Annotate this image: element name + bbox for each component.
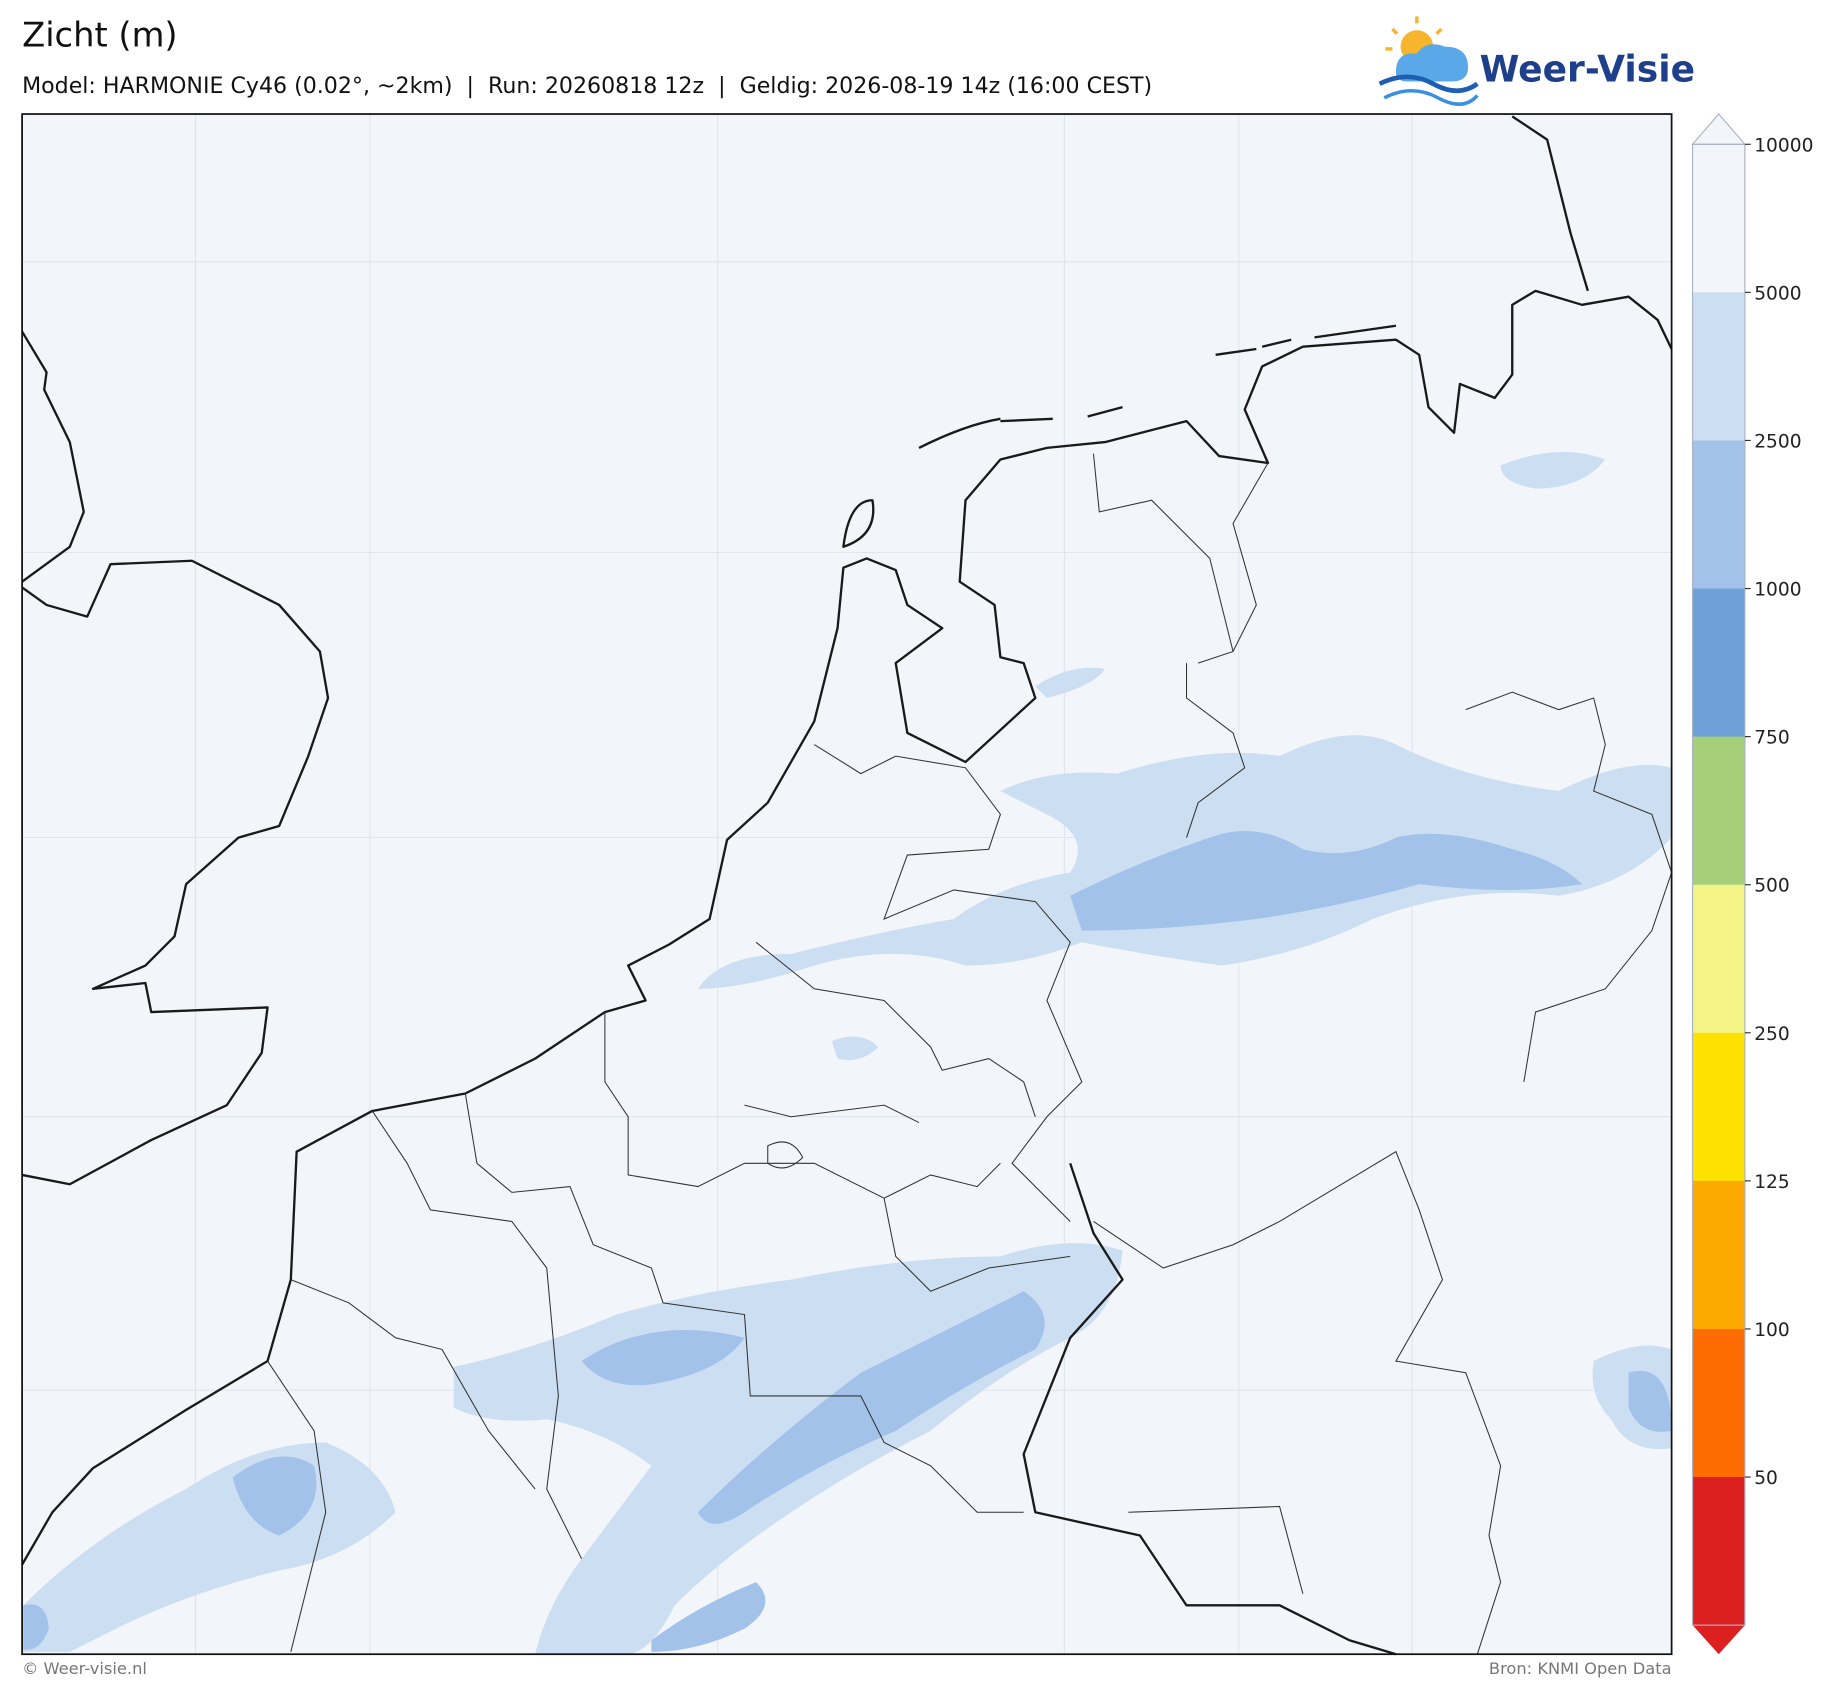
colorbar-tick-label: 250: [1754, 1024, 1790, 1045]
colorbar-segment: [1692, 1328, 1745, 1478]
colorbar-tick-label: 500: [1754, 876, 1790, 897]
footer-left: © Weer-visie.nl: [22, 1659, 147, 1678]
colorbar-segment: [1692, 1477, 1745, 1626]
colorbar-segment: [1692, 588, 1745, 738]
logo: Weer-Visie: [1378, 16, 1695, 106]
colorbar-tick-label: 5000: [1754, 283, 1801, 304]
colorbar-segment: [1692, 440, 1745, 590]
logo-text: Weer-Visie: [1480, 48, 1695, 90]
map: [21, 113, 1673, 1656]
colorbar-segment: [1692, 1032, 1745, 1182]
colorbar-segment: [1692, 144, 1745, 293]
colorbar-tick-label: 750: [1754, 728, 1790, 749]
footer-right: Bron: KNMI Open Data: [1489, 1659, 1672, 1678]
colorbar-segment: [1692, 1180, 1745, 1330]
colorbar-tick-label: 1000: [1754, 580, 1801, 601]
colorbar-tick-label: 125: [1754, 1172, 1790, 1193]
colorbar-segment: [1692, 292, 1745, 442]
colorbar-tick-label: 50: [1754, 1468, 1778, 1489]
colorbar-tick-label: 100: [1754, 1320, 1790, 1341]
subtitle: Model: HARMONIE Cy46 (0.02°, ~2km) | Run…: [22, 73, 1152, 99]
colorbar-tick-label: 2500: [1754, 431, 1801, 452]
colorbar: 10000 5000 2500 1000 750 500 250 125 100 50: [1691, 113, 1813, 1655]
colorbar-tick-label: 10000: [1754, 135, 1813, 156]
title: Zicht (m): [22, 16, 177, 55]
colorbar-segment: [1692, 884, 1745, 1034]
colorbar-extend-top: [1691, 113, 1747, 145]
visibility-field: [23, 452, 1672, 1655]
colorbar-extend-bottom: [1692, 1625, 1745, 1655]
colorbar-segment: [1692, 736, 1745, 886]
